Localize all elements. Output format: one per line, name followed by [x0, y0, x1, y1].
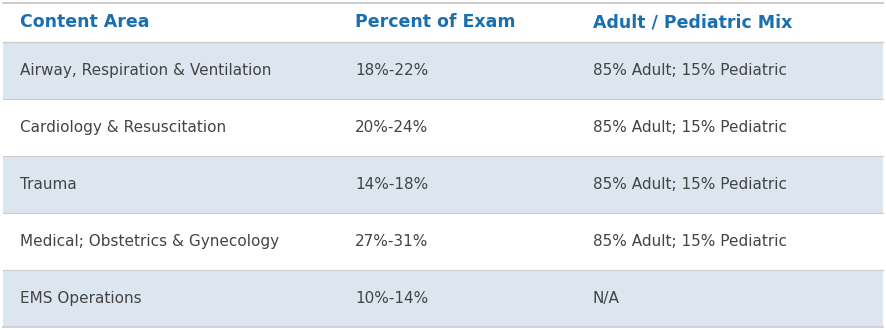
Text: Adult / Pediatric Mix: Adult / Pediatric Mix — [593, 13, 792, 31]
Text: 85% Adult; 15% Pediatric: 85% Adult; 15% Pediatric — [593, 120, 787, 135]
FancyBboxPatch shape — [3, 270, 883, 327]
Text: Content Area: Content Area — [20, 13, 150, 31]
Text: EMS Operations: EMS Operations — [20, 291, 142, 306]
Text: 85% Adult; 15% Pediatric: 85% Adult; 15% Pediatric — [593, 63, 787, 78]
Text: N/A: N/A — [593, 291, 619, 306]
Text: Cardiology & Resuscitation: Cardiology & Resuscitation — [20, 120, 227, 135]
FancyBboxPatch shape — [3, 213, 883, 270]
Text: 10%-14%: 10%-14% — [355, 291, 428, 306]
FancyBboxPatch shape — [3, 42, 883, 99]
Text: Medical; Obstetrics & Gynecology: Medical; Obstetrics & Gynecology — [20, 234, 279, 249]
Text: 20%-24%: 20%-24% — [355, 120, 428, 135]
Text: 18%-22%: 18%-22% — [355, 63, 428, 78]
Text: 27%-31%: 27%-31% — [355, 234, 428, 249]
Text: Percent of Exam: Percent of Exam — [355, 13, 516, 31]
FancyBboxPatch shape — [3, 99, 883, 156]
Text: 85% Adult; 15% Pediatric: 85% Adult; 15% Pediatric — [593, 177, 787, 192]
Text: 14%-18%: 14%-18% — [355, 177, 428, 192]
Text: Airway, Respiration & Ventilation: Airway, Respiration & Ventilation — [20, 63, 272, 78]
Text: Trauma: Trauma — [20, 177, 77, 192]
FancyBboxPatch shape — [3, 156, 883, 213]
Text: 85% Adult; 15% Pediatric: 85% Adult; 15% Pediatric — [593, 234, 787, 249]
